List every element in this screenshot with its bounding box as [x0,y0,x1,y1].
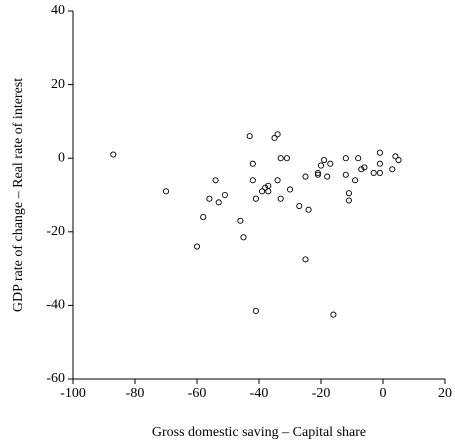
y-tick-label: 40 [51,3,65,18]
point [361,164,368,171]
point [193,243,201,250]
point [286,186,294,193]
x-tick-label: -60 [188,386,207,401]
point [240,234,247,241]
y-tick-label: 20 [51,77,65,92]
point [395,156,402,164]
point [274,131,281,138]
point [277,155,284,162]
point [324,173,331,180]
point [200,214,207,221]
point [221,191,228,199]
point [314,169,321,176]
point [206,195,213,202]
point [345,190,352,197]
point [271,134,278,142]
point [330,311,337,318]
point [352,177,359,184]
point [274,177,281,184]
x-tick-label: -20 [312,386,331,401]
point [265,188,272,195]
x-axis-label: Gross domestic saving – Capital share [152,425,366,440]
y-tick-label: -60 [46,371,65,386]
x-tick-label: -80 [126,386,145,401]
point [321,156,328,164]
point [215,199,222,206]
x-tick-label: -100 [60,386,86,401]
point [342,155,349,162]
point [252,195,259,202]
point [302,173,309,180]
point [296,202,303,210]
point [249,160,256,167]
point [376,149,383,156]
point [110,151,117,158]
point [259,188,266,195]
point [317,162,325,169]
point [376,160,383,167]
point [389,166,396,173]
point [314,171,321,178]
point [262,184,269,191]
point [246,133,253,140]
x-tick-label: 0 [380,386,387,401]
point [376,169,383,176]
y-tick-label: 0 [58,150,65,165]
x-tick-label: 20 [438,386,452,401]
point [355,155,362,162]
point [327,160,334,167]
x-tick-label: -40 [250,386,269,401]
point [370,169,377,176]
point [392,153,399,160]
point [237,217,244,224]
y-tick-label: -20 [46,224,65,239]
point [342,171,349,178]
point [162,188,170,195]
y-tick-label: -40 [46,298,65,313]
point [358,166,365,173]
point [249,177,256,184]
point [302,256,309,263]
point [277,195,284,202]
point [305,206,312,213]
point [283,155,290,162]
y-axis-label: GDP rate of change – Real rate of intere… [11,78,26,312]
point [345,197,352,204]
point [212,177,219,184]
point [252,307,259,314]
